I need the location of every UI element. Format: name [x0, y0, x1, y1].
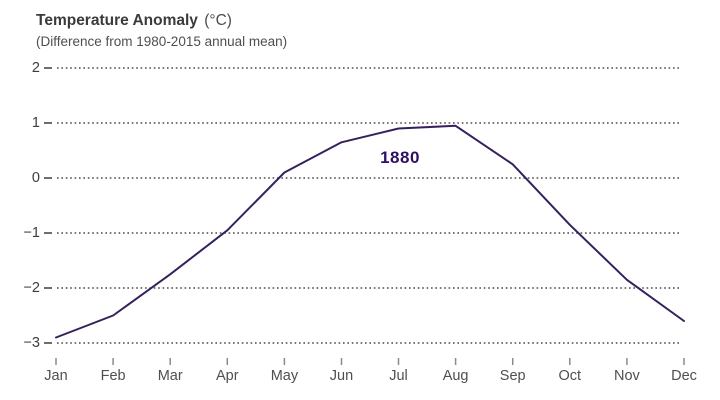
x-axis-label: Dec [671, 368, 697, 384]
x-axis-label: Aug [442, 368, 469, 384]
y-axis-ticks [44, 67, 52, 344]
x-axis-label: Jul [389, 368, 408, 384]
x-axis-label: Mar [157, 368, 183, 384]
y-axis-label: −1 [23, 225, 40, 241]
x-axis-label: Jun [329, 368, 354, 384]
chart-title: Temperature Anomaly (°C) [36, 11, 287, 31]
chart-title-text: Temperature Anomaly [36, 12, 198, 29]
x-axis-label: Jan [44, 368, 68, 384]
chart-title-units: (°C) [204, 12, 232, 29]
y-axis-label: −2 [23, 280, 40, 296]
y-axis-label: 1 [31, 115, 40, 131]
series-year-label: 1880 [380, 148, 420, 167]
chart-header: Temperature Anomaly (°C) (Difference fro… [36, 11, 287, 50]
y-axis-label: 0 [31, 170, 40, 186]
x-axis-label: May [270, 368, 299, 384]
x-axis-label: Oct [558, 368, 582, 384]
x-axis-label: Sep [499, 368, 526, 384]
x-axis-label: Apr [216, 368, 239, 384]
y-axis-label: 2 [31, 60, 40, 76]
x-axis-ticks [55, 358, 685, 365]
x-axis-label: Feb [100, 368, 126, 384]
chart-subtitle: (Difference from 1980-2015 annual mean) [36, 34, 288, 49]
x-axis-label: Nov [613, 368, 640, 384]
gridlines [57, 67, 680, 344]
anomaly-line [55, 124, 685, 339]
y-axis-label: −3 [23, 335, 40, 351]
